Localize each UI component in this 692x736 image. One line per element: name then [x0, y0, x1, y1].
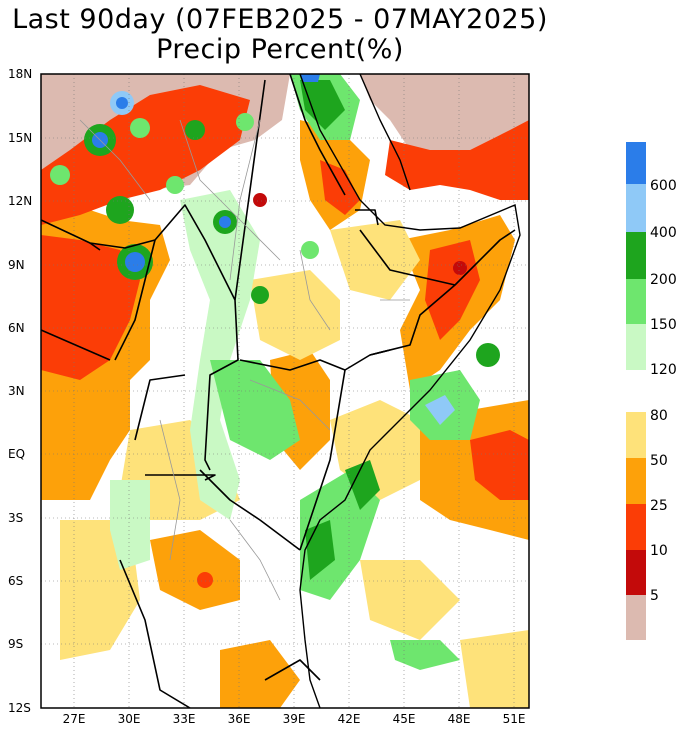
legend-label: 400	[650, 225, 677, 241]
wet-blob	[106, 196, 134, 224]
lat-tick-label: 15N	[8, 131, 33, 145]
legend-label: 10	[650, 543, 668, 559]
lat-tick-label: 12N	[8, 194, 33, 208]
lon-tick-label: 30E	[117, 712, 141, 726]
legend-swatch-200-400	[626, 232, 646, 279]
wet-blue-eritrea	[300, 74, 320, 82]
wet-blob	[166, 176, 184, 194]
wet-darkgreen-eritrea	[300, 80, 345, 130]
lon-tick-label: 48E	[447, 712, 471, 726]
wet-green-rwanda	[110, 480, 150, 570]
lon-tick-label: 33E	[172, 712, 196, 726]
legend-label: 600	[650, 178, 677, 194]
legend-label: 50	[650, 453, 668, 469]
legend-swatch-10-25	[626, 504, 646, 550]
lon-tick-label: 42E	[337, 712, 361, 726]
deficit-red-arabia	[385, 120, 529, 200]
minor-boundaries	[79, 119, 410, 601]
legend-label: 200	[650, 272, 677, 288]
dry-yellow-se	[360, 560, 460, 640]
legend-swatch-gt600	[626, 142, 646, 184]
deficit-red-northband	[41, 85, 250, 225]
wet-blob	[251, 286, 269, 304]
deficit-orange-tanzania	[150, 530, 240, 610]
graticule	[41, 74, 529, 708]
legend-label: 150	[650, 317, 677, 333]
map-field	[41, 74, 529, 708]
dry-yellow-ethiopia	[330, 220, 420, 300]
wet-green-rift	[180, 190, 260, 520]
wet-blob	[185, 120, 205, 140]
wet-blob	[476, 343, 500, 367]
wet-blue-somalia	[425, 395, 455, 425]
lat-tick-label: 3N	[8, 384, 25, 398]
wet-green-west	[210, 360, 300, 460]
dry-yellow-se2	[460, 630, 529, 708]
wet-blob	[236, 113, 254, 131]
map-frame	[40, 73, 530, 709]
legend-swatch-150-200	[626, 279, 646, 324]
deficit-orange-south	[220, 640, 300, 708]
lon-tick-label: 39E	[282, 712, 306, 726]
wet-blob	[50, 165, 70, 185]
map-subtitle: Precip Percent(%)	[156, 34, 404, 65]
map-title: Last 90day (07FEB2025 - 07MAY2025)	[12, 4, 548, 35]
legend-swatch-5-10	[626, 550, 646, 595]
lat-tick-label: 6N	[8, 321, 25, 335]
lon-tick-label: 36E	[227, 712, 251, 726]
wet-blob	[219, 216, 231, 228]
deficit-red-sudan	[41, 235, 140, 380]
legend-label: 80	[650, 408, 668, 424]
legend-swatch-25-50	[626, 458, 646, 504]
country-borders	[41, 74, 516, 708]
wet-blob	[125, 252, 145, 272]
wet-blob	[301, 241, 319, 259]
legend-label: 5	[650, 588, 659, 604]
dry-blob	[453, 261, 467, 275]
lat-tick-label: EQ	[8, 447, 26, 461]
lon-tick-label: 51E	[502, 712, 526, 726]
lat-tick-label: 3S	[8, 511, 24, 525]
lat-tick-label: 9N	[8, 258, 25, 272]
wet-darkgreen-kenya	[345, 460, 380, 510]
legend-label: 120	[650, 362, 677, 378]
legend-swatch-50-80	[626, 412, 646, 458]
legend-swatch-400-600	[626, 184, 646, 232]
lon-tick-label: 45E	[392, 712, 416, 726]
coastlines	[299, 74, 521, 708]
color-legend	[626, 142, 646, 640]
dry-blob	[253, 193, 267, 207]
lat-tick-label: 6S	[8, 574, 24, 588]
wet-blob	[116, 97, 128, 109]
dry-blob	[197, 572, 213, 588]
lt5-region-arabia	[360, 74, 529, 160]
dry-yellow-central	[250, 270, 340, 360]
lat-tick-label: 18N	[8, 67, 33, 81]
wet-blob	[130, 118, 150, 138]
lon-tick-label: 27E	[62, 712, 86, 726]
lat-tick-label: 9S	[8, 637, 24, 651]
lat-tick-label: 12S	[8, 701, 31, 715]
legend-swatch-lt5	[626, 595, 646, 640]
wet-green-tanzania-se	[390, 640, 460, 670]
legend-label: 25	[650, 498, 668, 514]
legend-swatch-120-150	[626, 324, 646, 370]
